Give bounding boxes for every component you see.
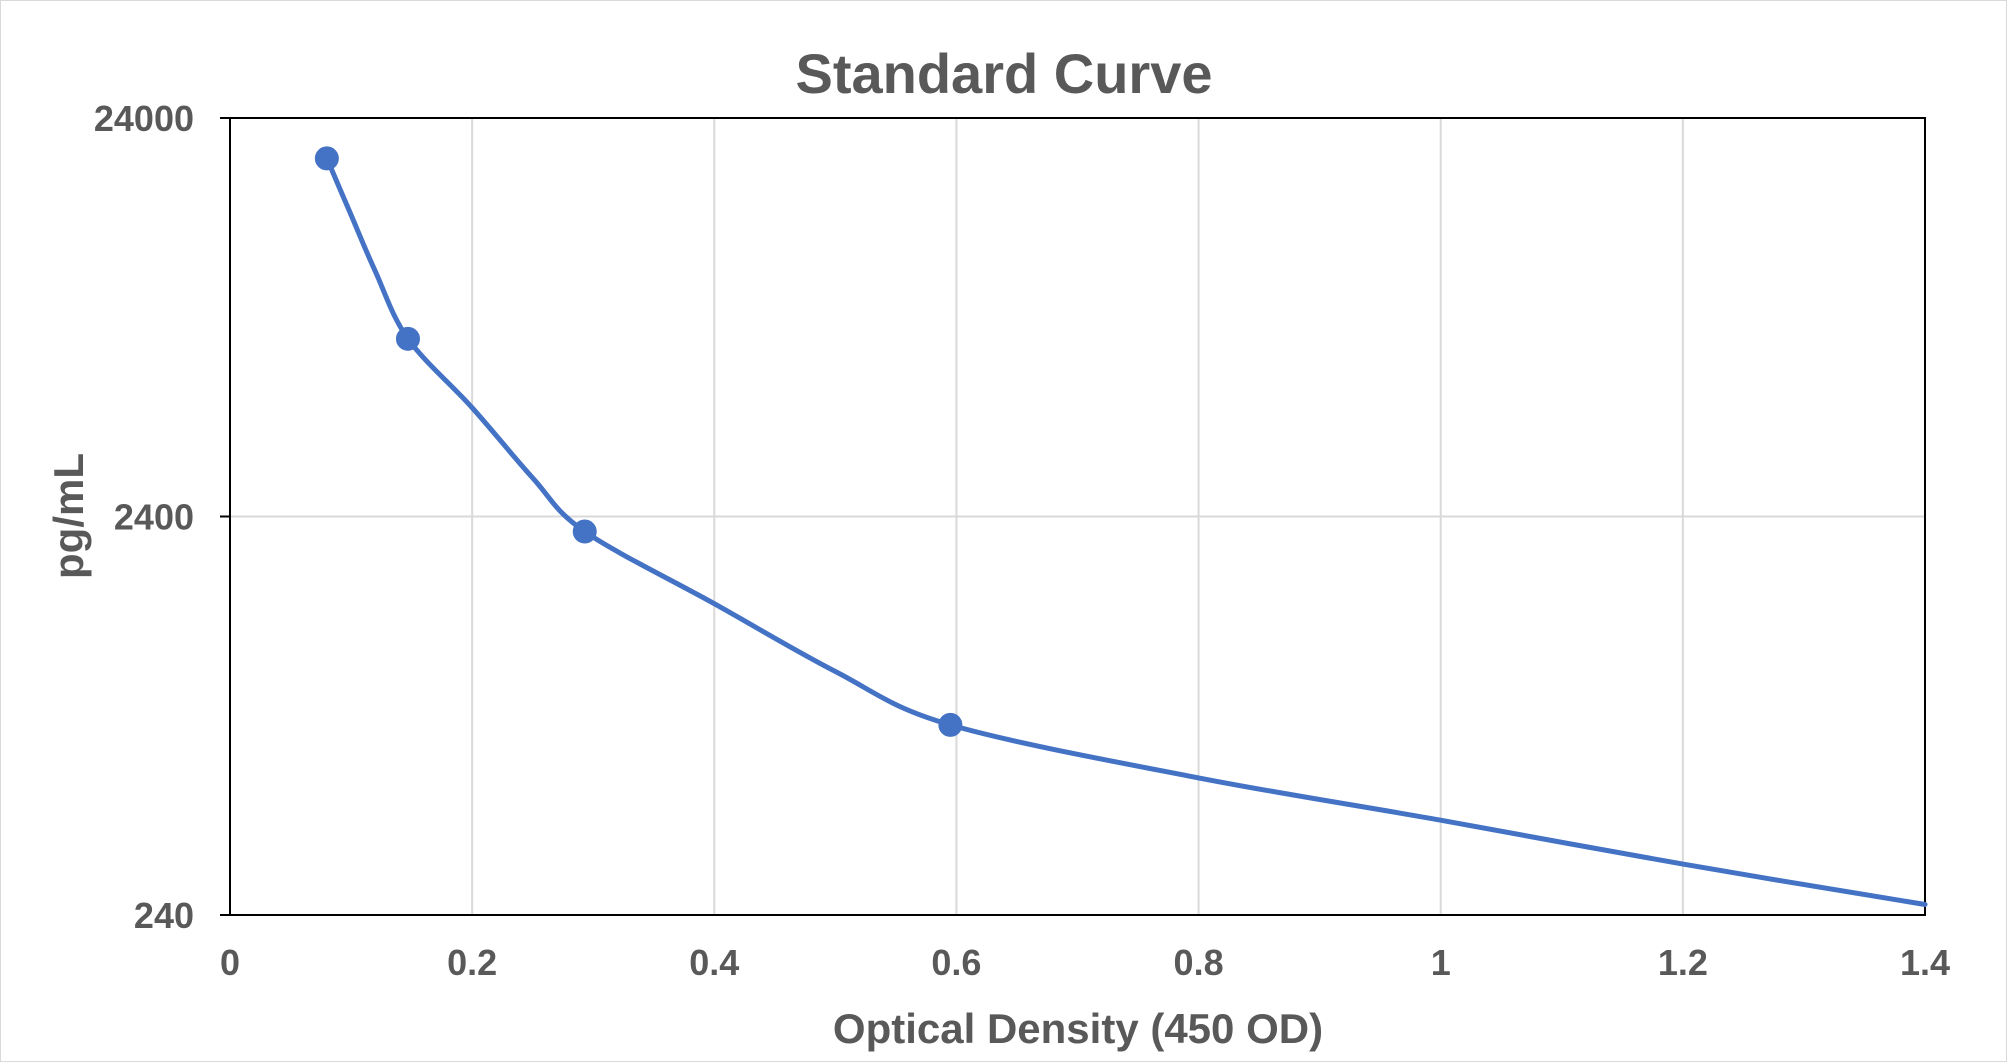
x-tick-label: 0.8 (1174, 942, 1224, 983)
y-tick-label: 240 (134, 895, 194, 936)
x-tick-label: 0.2 (447, 942, 497, 983)
x-tick-label: 1.4 (1900, 942, 1950, 983)
data-point (395, 326, 420, 351)
data-point (314, 146, 339, 171)
plot-area-border (229, 117, 1926, 916)
y-axis-tick-labels: 24000 2400 240 (94, 98, 194, 936)
x-tick-label: 1 (1431, 942, 1451, 983)
x-tick-label: 0.4 (689, 942, 739, 983)
x-tick-label: 0 (220, 942, 240, 983)
data-series (314, 146, 1928, 907)
data-point (938, 712, 963, 737)
series-curve (324, 155, 1928, 907)
y-tick-label: 2400 (114, 497, 194, 538)
y-axis-title: pg/mL (45, 453, 92, 579)
x-axis-tick-labels: 0 0.2 0.4 0.6 0.8 1 1.2 1.4 (220, 942, 1950, 983)
x-tick-label: 1.2 (1658, 942, 1708, 983)
x-tick-label: 0.6 (931, 942, 981, 983)
chart-title: Standard Curve (796, 42, 1213, 105)
y-tick-label: 24000 (94, 98, 194, 139)
gridlines (220, 117, 1926, 916)
data-point (572, 519, 597, 544)
x-axis-title: Optical Density (450 OD) (833, 1005, 1323, 1052)
